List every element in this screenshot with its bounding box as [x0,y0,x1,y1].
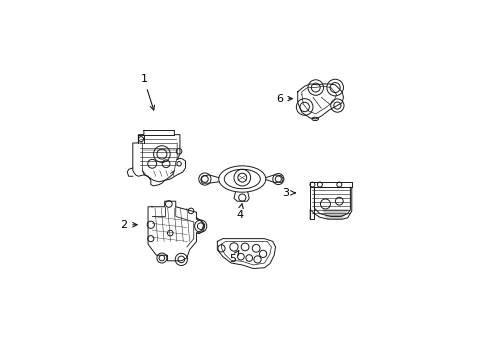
Text: 5: 5 [228,251,238,264]
Text: 4: 4 [236,204,243,220]
Text: 2: 2 [120,220,137,230]
Text: 3: 3 [281,188,295,198]
Text: 1: 1 [140,74,154,110]
Text: 6: 6 [276,94,292,104]
